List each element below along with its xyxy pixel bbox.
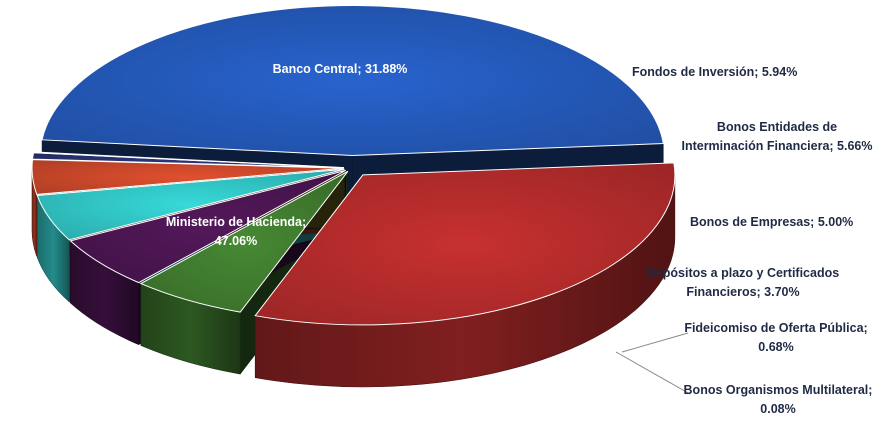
data-label-fondos-de-inversion: Fondos de Inversión; 5.94% xyxy=(632,65,797,79)
pie-front-faces xyxy=(31,168,676,388)
slice-ministerio-de-hacienda xyxy=(41,5,664,157)
data-label-line: Depósitos a plazo y Certificados xyxy=(647,266,839,280)
data-label-depositos-a-plazo-y-certificados-financieros: Depósitos a plazo y Certificados Financie… xyxy=(647,266,839,299)
data-label-line: Ministerio de Hacienda; xyxy=(166,215,306,229)
data-label-banco-central: Banco Central; 31.88% xyxy=(273,62,408,76)
slice-fondos-de-inversion xyxy=(139,170,349,313)
data-label-line: 0.08% xyxy=(760,402,795,416)
data-label-line: Bonos Organismos Multilateral; xyxy=(684,383,873,397)
leader-line-bonos-organismos-multilateral xyxy=(615,351,691,395)
slice-banco-central xyxy=(254,162,676,326)
data-label-line: Interminación Financiera; 5.66% xyxy=(681,139,872,153)
leader-line-fideicomiso-de-oferta-publica xyxy=(621,332,689,353)
data-label-bonos-entidades-de-interminacion-financiera: Bonos Entidades de Interminación Financie… xyxy=(681,120,872,153)
slice-bonos-entidades-de-interminacion-financiera xyxy=(69,169,346,284)
data-label-line: Financieros; 3.70% xyxy=(686,285,799,299)
slice-bonos-organismos-multilateral xyxy=(32,151,345,169)
data-label-fideicomiso-de-oferta-publica: Fideicomiso de Oferta Pública; 0.68% xyxy=(684,321,867,354)
leader-lines xyxy=(615,332,691,395)
data-label-bonos-organismos-multilateral: Bonos Organismos Multilateral; 0.08% xyxy=(684,383,873,416)
data-label-line: Bonos Entidades de xyxy=(717,120,837,134)
data-label-line: 47.06% xyxy=(215,234,257,248)
slice-bonos-de-empresas xyxy=(36,168,345,241)
data-label-line: 0.68% xyxy=(758,340,793,354)
data-label-line: Banco Central; 31.88% xyxy=(273,62,408,76)
data-label-line: Fondos de Inversión; 5.94% xyxy=(632,65,797,79)
data-label-ministerio-de-hacienda: Ministerio de Hacienda; 47.06% xyxy=(166,215,306,248)
data-label-line: Fideicomiso de Oferta Pública; xyxy=(684,321,867,335)
slice-depositos-a-plazo-y-certificados-financieros xyxy=(31,159,345,195)
data-label-line: Bonos de Empresas; 5.00% xyxy=(690,215,853,229)
pie-top-faces xyxy=(31,5,676,326)
data-label-bonos-de-empresas: Bonos de Empresas; 5.00% xyxy=(690,215,853,229)
data-labels: Ministerio de Hacienda; 47.06% Banco Centr… xyxy=(166,62,873,416)
